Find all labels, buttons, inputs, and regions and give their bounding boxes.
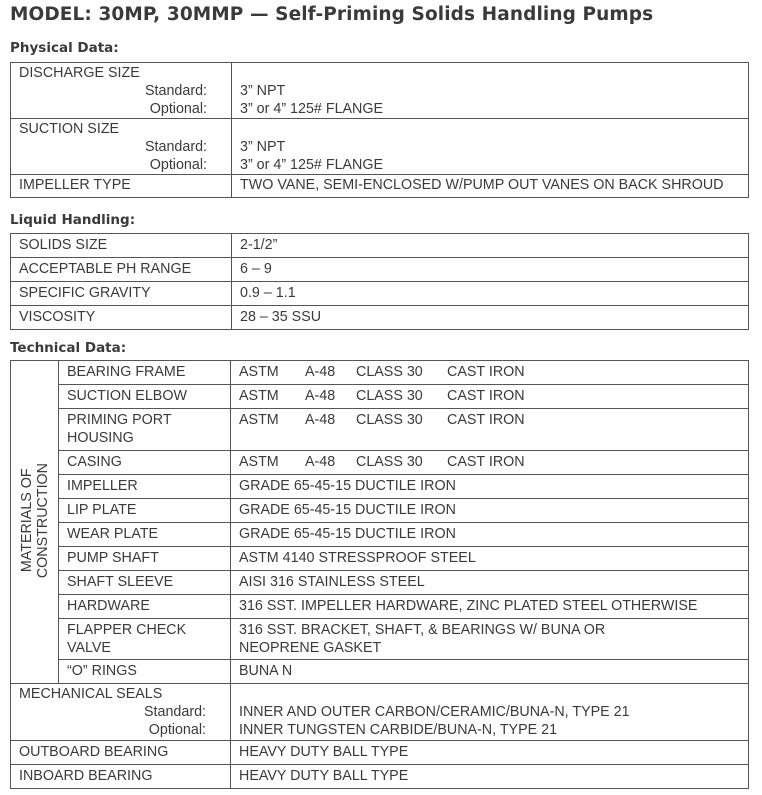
table-row: PRIMING PORT HOUSING ASTM A-48 CLASS 30 CAS…	[11, 408, 749, 451]
suction-row: SUCTION SIZE Standard: Optional: 3” NPT 3” …	[10, 118, 749, 175]
impeller-type-row: IMPELLER TYPE TWO VANE, SEMI-ENCLOSED W/P…	[10, 174, 749, 198]
table-row: MATERIALS OF CONSTRUCTION BEARING FRAME A…	[10, 360, 749, 684]
row-value: GRADE 65-45-15 DUCTILE IRON	[230, 498, 749, 523]
table-row: “O” RINGS BUNA N	[11, 659, 749, 684]
table-row: VISCOSITY 28 – 35 SSU	[10, 305, 749, 330]
seals-optional: INNER TUNGSTEN CARBIDE/BUNA-N, TYPE 21	[239, 722, 558, 738]
technical-table: MATERIALS OF CONSTRUCTION BEARING FRAME A…	[10, 360, 749, 789]
discharge-label: DISCHARGE SIZE	[19, 65, 140, 81]
seals-label: MECHANICAL SEALS	[19, 686, 163, 702]
optional-label: Optional:	[148, 722, 206, 738]
table-row: SOLIDS SIZE 2-1/2”	[10, 233, 749, 258]
row-value: AISI 316 STAINLESS STEEL	[230, 570, 749, 595]
physical-table: DISCHARGE SIZE Standard: Optional: 3” NPT 3…	[10, 62, 749, 198]
discharge-row: DISCHARGE SIZE Standard: Optional: 3” NPT 3…	[10, 62, 749, 119]
row-value: GRADE 65-45-15 DUCTILE IRON	[230, 522, 749, 547]
row-value: BUNA N	[230, 659, 749, 684]
row-value: ASTM A-48 CLASS 30 CAST IRON	[230, 384, 749, 409]
row-value: 6 – 9	[231, 257, 749, 282]
row-value: 2-1/2”	[231, 233, 749, 258]
row-label: SHAFT SLEEVE	[58, 570, 231, 595]
row-label: INBOARD BEARING	[10, 764, 231, 789]
row-value: GRADE 65-45-15 DUCTILE IRON	[230, 474, 749, 499]
row-label: VISCOSITY	[10, 305, 232, 330]
row-label: CASING	[58, 450, 231, 475]
row-label: SUCTION ELBOW	[58, 384, 231, 409]
page-title: MODEL: 30MP, 30MMP — Self-Priming Solids…	[10, 4, 654, 25]
outboard-bearing-row: OUTBOARD BEARING HEAVY DUTY BALL TYPE	[10, 740, 749, 765]
impeller-type-label: IMPELLER TYPE	[10, 174, 232, 198]
liquid-heading: Liquid Handling:	[10, 212, 136, 228]
row-value: HEAVY DUTY BALL TYPE	[230, 740, 749, 765]
table-row: SPECIFIC GRAVITY 0.9 – 1.1	[10, 281, 749, 306]
row-label: SOLIDS SIZE	[10, 233, 232, 258]
standard-label: Standard:	[145, 83, 207, 99]
row-label: ACCEPTABLE PH RANGE	[10, 257, 232, 282]
table-row: FLAPPER CHECK VALVE 316 SST. BRACKET, SHA…	[11, 618, 749, 660]
row-value: 316 SST. IMPELLER HARDWARE, ZINC PLATED …	[230, 594, 749, 619]
row-label: FLAPPER CHECK VALVE	[58, 618, 231, 660]
row-label: PUMP SHAFT	[58, 546, 231, 571]
row-value: ASTM A-48 CLASS 30 CAST IRON	[230, 360, 749, 385]
technical-heading: Technical Data:	[10, 340, 127, 356]
row-value: ASTM A-48 CLASS 30 CAST IRON	[230, 408, 749, 451]
suction-label: SUCTION SIZE	[19, 121, 120, 137]
row-label: HARDWARE	[58, 594, 231, 619]
materials-of-construction-label: MATERIALS OF CONSTRUCTION	[10, 360, 59, 684]
optional-label: Optional:	[149, 157, 207, 173]
physical-heading: Physical Data:	[10, 40, 119, 56]
row-value: 0.9 – 1.1	[231, 281, 749, 306]
table-row: WEAR PLATE GRADE 65-45-15 DUCTILE IRON	[11, 522, 749, 547]
row-value: ASTM A-48 CLASS 30 CAST IRON	[230, 450, 749, 475]
suction-optional: 3” or 4” 125# FLANGE	[240, 157, 384, 173]
table-row: PUMP SHAFT ASTM 4140 STRESSPROOF STEEL	[11, 546, 749, 571]
discharge-standard: 3” NPT	[240, 83, 286, 99]
table-row: CASING ASTM A-48 CLASS 30 CAST IRON	[11, 450, 749, 475]
row-value: 28 – 35 SSU	[231, 305, 749, 330]
table-row: SUCTION ELBOW ASTM A-48 CLASS 30 CAST IRON	[11, 384, 749, 409]
row-label: LIP PLATE	[58, 498, 231, 523]
row-label: IMPELLER	[58, 474, 231, 499]
discharge-optional: 3” or 4” 125# FLANGE	[240, 101, 384, 117]
row-value: 316 SST. BRACKET, SHAFT, & BEARINGS W/ B…	[230, 618, 749, 660]
standard-label: Standard:	[144, 704, 206, 720]
seals-standard: INNER AND OUTER CARBON/CERAMIC/BUNA-N, T…	[239, 704, 630, 720]
row-label: WEAR PLATE	[58, 522, 231, 547]
inboard-bearing-row: INBOARD BEARING HEAVY DUTY BALL TYPE	[10, 764, 749, 789]
row-label: PRIMING PORT HOUSING	[58, 408, 231, 451]
suction-standard: 3” NPT	[240, 139, 286, 155]
row-value: ASTM 4140 STRESSPROOF STEEL	[230, 546, 749, 571]
standard-label: Standard:	[145, 139, 207, 155]
row-label: BEARING FRAME	[58, 360, 231, 385]
label-line-2: CONSTRUCTION	[34, 462, 51, 579]
table-row: ACCEPTABLE PH RANGE 6 – 9	[10, 257, 749, 282]
table-row: IMPELLER GRADE 65-45-15 DUCTILE IRON	[11, 474, 749, 499]
mechanical-seals-row: MECHANICAL SEALS Standard: Optional: INNER…	[10, 683, 749, 741]
table-row: SHAFT SLEEVE AISI 316 STAINLESS STEEL	[11, 570, 749, 595]
row-label: SPECIFIC GRAVITY	[10, 281, 232, 306]
row-label: OUTBOARD BEARING	[10, 740, 231, 765]
row-label: “O” RINGS	[58, 659, 231, 684]
table-row: HARDWARE 316 SST. IMPELLER HARDWARE, ZINC…	[11, 594, 749, 619]
liquid-table: SOLIDS SIZE 2-1/2” ACCEPTABLE PH RANGE 6 –…	[10, 233, 749, 330]
row-value: HEAVY DUTY BALL TYPE	[230, 764, 749, 789]
impeller-type-value: TWO VANE, SEMI-ENCLOSED W/PUMP OUT VANES…	[231, 174, 749, 198]
optional-label: Optional:	[149, 101, 207, 117]
label-line-1: MATERIALS OF	[18, 468, 35, 573]
table-row: LIP PLATE GRADE 65-45-15 DUCTILE IRON	[11, 498, 749, 523]
